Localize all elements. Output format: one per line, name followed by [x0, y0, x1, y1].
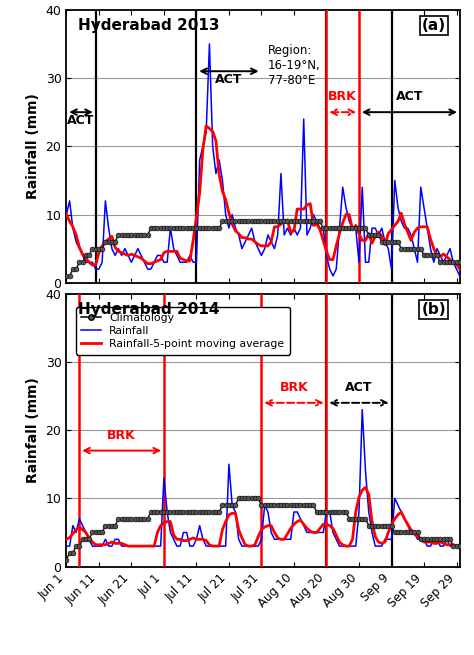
Text: (b): (b): [421, 302, 446, 317]
Text: (a): (a): [422, 18, 446, 33]
Text: BRK: BRK: [107, 429, 136, 441]
Text: BRK: BRK: [280, 381, 308, 394]
Y-axis label: Rainfall (mm): Rainfall (mm): [26, 94, 40, 199]
Text: Hyderabad 2014: Hyderabad 2014: [78, 302, 219, 317]
Text: ACT: ACT: [67, 114, 95, 127]
Y-axis label: Rainfall (mm): Rainfall (mm): [26, 377, 40, 483]
Text: ACT: ACT: [215, 73, 243, 86]
Text: BRK: BRK: [328, 90, 357, 103]
Text: Hyderabad 2013: Hyderabad 2013: [78, 18, 219, 33]
Text: Region:
16-19°N,
77-80°E: Region: 16-19°N, 77-80°E: [268, 44, 321, 87]
Text: ACT: ACT: [396, 90, 423, 103]
Text: ACT: ACT: [345, 381, 373, 394]
Legend: Climatology, Rainfall, Rainfall-5-point moving average: Climatology, Rainfall, Rainfall-5-point …: [76, 307, 290, 354]
